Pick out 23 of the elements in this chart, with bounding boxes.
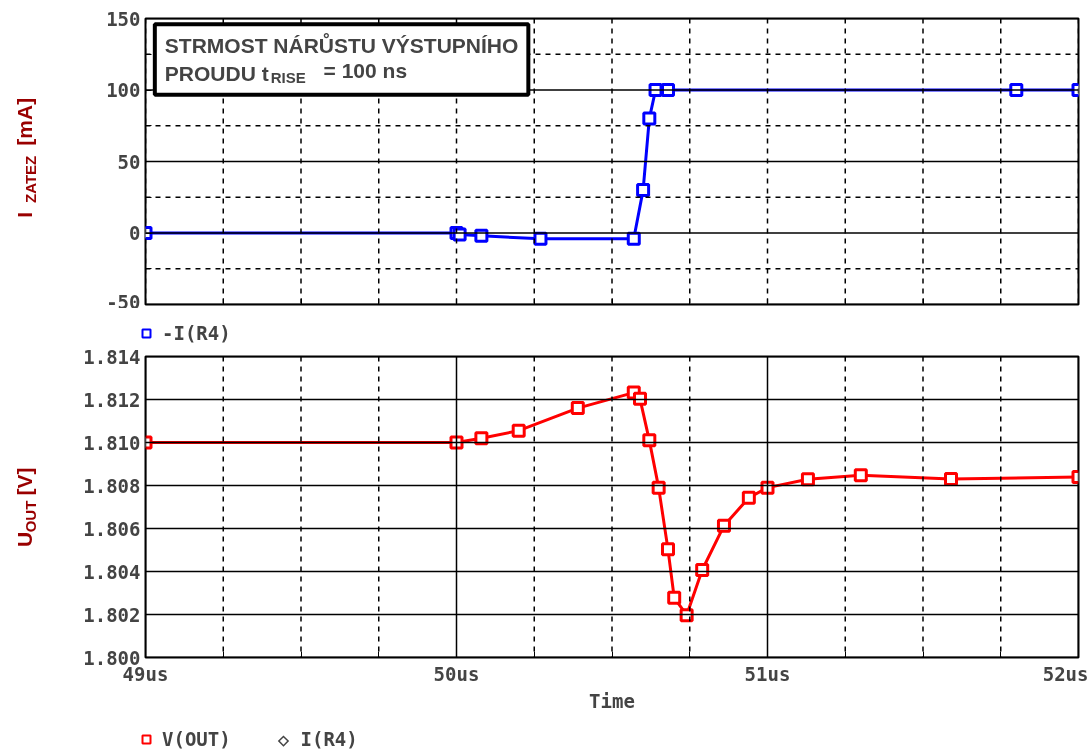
x-tick-label: 50us: [433, 662, 480, 685]
y-axis-title: IZATEZ [mA]: [13, 97, 40, 218]
y-tick-label: 150: [106, 7, 141, 30]
point: [642, 111, 657, 126]
y-tick-label: 1.808: [83, 474, 141, 497]
legend-label: V(OUT): [162, 728, 231, 749]
y-tick-label: 1.810: [83, 431, 141, 454]
y-tick-label: 50: [117, 150, 141, 173]
y-tick-label: 1.812: [83, 388, 141, 411]
y-tick-label: 1.814: [83, 345, 141, 368]
x-tick-label: 52us: [1042, 662, 1088, 685]
text: ◇ I(R4): [277, 728, 358, 749]
y-tick-label: 1.804: [83, 560, 141, 583]
y-tick-label: 1.806: [83, 517, 141, 540]
point: [636, 183, 651, 198]
x-tick-label: 51us: [744, 662, 791, 685]
y-axis-title: UOUT [V]: [13, 467, 40, 548]
y-tick-label: 1.802: [83, 603, 141, 626]
y-tick-label: -50: [106, 290, 141, 313]
x-axis-title: Time: [589, 689, 635, 712]
y-tick-label: 100: [106, 79, 141, 101]
y-tick-label: 0: [129, 222, 141, 244]
legend-label: -I(R4): [162, 322, 231, 344]
